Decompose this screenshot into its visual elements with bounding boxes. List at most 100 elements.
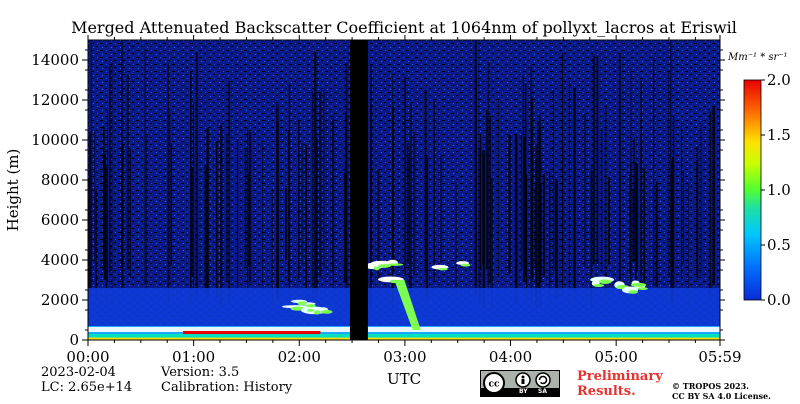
signal-streak [508,134,511,274]
signal-streak [425,156,429,301]
signal-streak [590,164,593,308]
x-tick-label: 03:00 [383,348,426,366]
signal-streak [712,105,716,286]
signal-streak [655,181,658,287]
svg-text:cc: cc [489,380,500,390]
cc-icon: cc [481,372,559,396]
signal-streak [314,51,317,293]
signal-streak [103,154,107,280]
signal-streak [619,52,622,295]
copyright-line-2: CC BY SA 4.0 License. [672,391,771,401]
feature-patch-core [460,263,471,267]
y-tick-label: 14000 [31,51,79,69]
signal-streak [515,134,518,303]
feature-fall-streak [394,280,421,330]
x-tick-label: 01:00 [172,348,215,366]
x-tick-label: 02:00 [278,348,321,366]
signal-streak [524,82,527,275]
signal-streak [407,143,409,264]
feature-patch-core [598,279,612,284]
chart-title: Merged Attenuated Backscatter Coefficien… [71,18,737,37]
signal-streak [605,105,607,300]
signal-streak [102,126,105,270]
signal-streak [695,146,699,280]
feature-boundary-layer-mid [88,334,720,339]
signal-streak [487,61,490,288]
feature-patch-core [305,304,316,308]
signal-streak [227,80,231,303]
feature-patch-core [320,309,333,314]
signal-streak [90,40,92,290]
signal-streak [311,91,314,300]
signal-streak [700,124,702,277]
x-tick-label: 00:00 [66,348,109,366]
data-gap [349,40,368,340]
feature-boundary-layer-peak [183,331,321,334]
colorbar-tick-label: 2.0 [767,71,791,89]
signal-streak [523,136,526,282]
signal-streak [592,55,595,265]
signal-streak [537,120,540,288]
signal-streak [552,90,555,274]
signal-streak [522,75,524,266]
signal-streak [440,155,442,263]
copyright-notice: © TROPOS 2023. CC BY SA 4.0 License. [672,381,771,401]
signal-streak [455,182,457,295]
signal-streak [535,158,537,310]
signal-streak [485,110,488,270]
signal-streak [478,148,482,302]
signal-streak [323,90,325,269]
signal-streak [298,119,300,280]
signal-streak [94,130,96,263]
signal-streak [583,113,586,267]
signal-streak [167,63,170,308]
preliminary-line-1: Preliminary [577,369,663,384]
y-tick-label: 4000 [41,251,79,269]
signal-streak [285,187,287,261]
signal-streak [573,183,575,307]
signal-streak [190,166,194,278]
cc-by-label: BY [519,388,528,395]
feature-patch-core [307,308,314,312]
signal-streak [120,40,124,269]
signal-streak [520,135,522,270]
signal-streak [530,98,534,280]
feature-patch-core [437,267,448,271]
feature-patch-core [378,264,391,268]
signal-streak [629,174,631,274]
signal-streak [169,111,171,285]
preliminary-line-2: Results. [577,384,636,399]
signal-streak [190,71,192,305]
colorbar-tick-label: 0.0 [767,291,791,309]
signal-streak [554,183,556,271]
signal-streak [668,69,670,278]
y-axis: 0 2000 4000 6000 8000 10000 12000 14000 [31,49,725,349]
signal-streak [271,189,273,309]
signal-streak [433,100,436,281]
signal-streak [204,165,208,294]
signal-streak [408,153,411,292]
signal-streak [126,74,130,270]
signal-streak [548,171,551,308]
colorbar: Mm⁻¹ * sr⁻¹ 0.0 0.5 1.0 1.5 2.0 [727,52,791,309]
signal-streak [538,125,542,278]
feature-patch-core [297,301,307,306]
cc-license-badge: cc BY SA [480,370,560,397]
colorbar-tick-label: 1.5 [767,126,791,144]
feature-patch-core [313,310,321,315]
signal-streak [670,40,672,304]
signal-streak [343,173,346,283]
signal-streak [288,83,291,307]
signal-streak [497,100,499,279]
signal-streak [413,132,416,276]
signal-streak [105,166,108,305]
y-tick-label: 12000 [31,91,79,109]
feature-layers [88,259,720,340]
signal-streak [248,132,252,283]
feature-boundary-layer-base [88,337,720,340]
signal-streak [111,60,113,306]
signal-streak [672,156,674,272]
signal-streak [562,142,564,267]
signal-streak [316,138,318,298]
signal-streak [261,141,263,287]
